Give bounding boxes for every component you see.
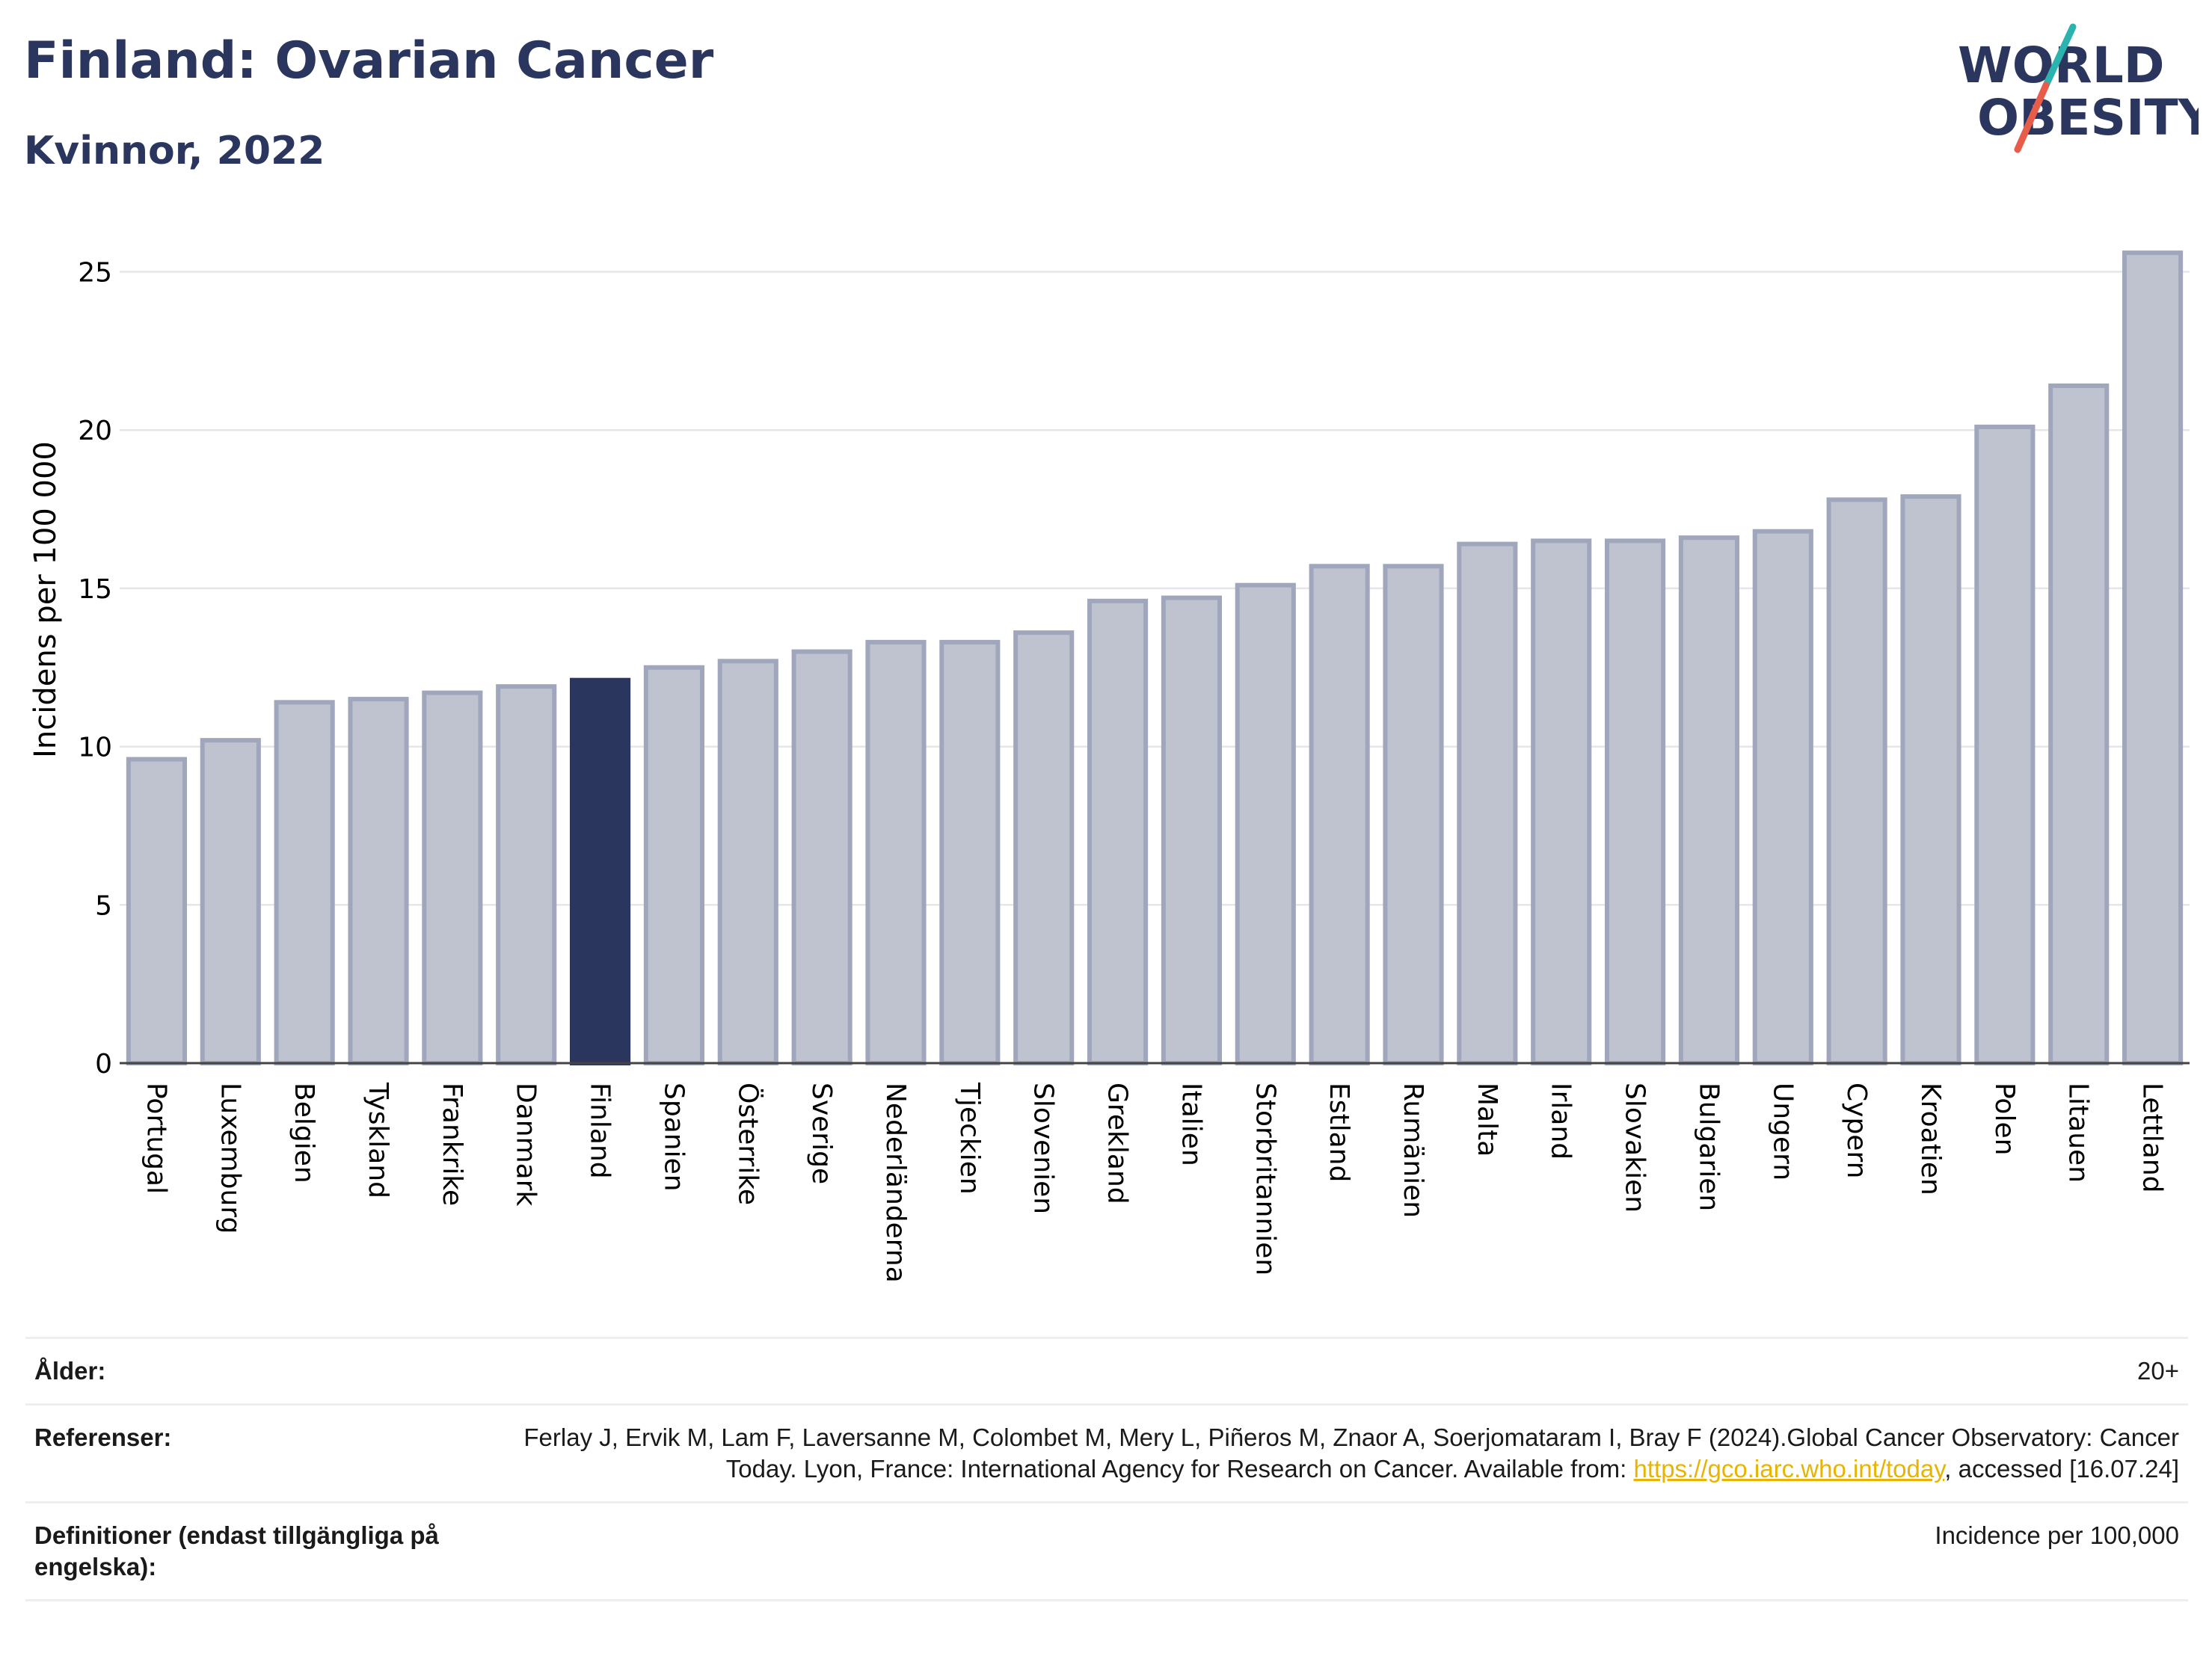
logo-slash-teal bbox=[2042, 23, 2077, 89]
x-tick-label: Österrike bbox=[732, 1083, 764, 1205]
x-tick-label: Kroatien bbox=[1915, 1083, 1946, 1195]
bar-litauen bbox=[2048, 383, 2110, 1065]
info-row-age: Ålder: 20+ bbox=[25, 1338, 2188, 1405]
x-tick-label: Belgien bbox=[289, 1083, 319, 1183]
x-tick-label: Luxemburg bbox=[215, 1083, 245, 1234]
y-tick-label: 15 bbox=[78, 574, 112, 605]
logo-text-obesity: OBESITY bbox=[1977, 89, 2199, 147]
y-tick-label: 0 bbox=[95, 1049, 112, 1080]
x-tick-label: Nederländerna bbox=[880, 1083, 911, 1283]
bar-belgien bbox=[274, 700, 335, 1065]
x-tick-label: Lettland bbox=[2137, 1083, 2168, 1193]
references-label: Referenser: bbox=[34, 1423, 172, 1451]
bar-estland bbox=[1309, 564, 1370, 1065]
chart-title: Finland: Ovarian Cancer bbox=[24, 31, 714, 90]
bar-grekland bbox=[1087, 598, 1149, 1065]
x-tick-label: Italien bbox=[1176, 1083, 1206, 1166]
x-tick-label: Litauen bbox=[2063, 1083, 2094, 1183]
x-tick-label: Storbritannien bbox=[1250, 1083, 1280, 1275]
x-tick-label: Tyskland bbox=[363, 1082, 393, 1198]
chart-subtitle: Kvinnor, 2022 bbox=[24, 129, 325, 173]
bar-irland bbox=[1531, 538, 1592, 1065]
bar-tjeckien bbox=[939, 639, 1001, 1065]
age-value: 20+ bbox=[2137, 1357, 2179, 1385]
references-text: Ferlay J, Ervik M, Lam F, Laversanne M, … bbox=[523, 1423, 2179, 1483]
x-tick-label: Estland bbox=[1324, 1083, 1354, 1182]
y-tick-label: 25 bbox=[78, 258, 112, 289]
bar-storbritannien bbox=[1235, 582, 1296, 1065]
y-tick-label: 10 bbox=[78, 733, 112, 763]
bar-finland bbox=[570, 677, 631, 1065]
bar-polen bbox=[1974, 424, 2036, 1065]
y-tick-label: 20 bbox=[78, 416, 112, 446]
x-tick-label: Slovenien bbox=[1028, 1083, 1059, 1214]
bar-sverige bbox=[791, 649, 852, 1065]
info-table: Ålder: 20+ Referenser: Ferlay J, Ervik M… bbox=[25, 1337, 2188, 1601]
bar-slovakien bbox=[1605, 538, 1666, 1065]
logo-slash-coral bbox=[2014, 81, 2050, 153]
x-tick-label: Bulgarien bbox=[1693, 1083, 1724, 1211]
age-label: Ålder: bbox=[34, 1357, 106, 1385]
x-tick-label: Ungern bbox=[1767, 1083, 1798, 1181]
bar-rumänien bbox=[1383, 564, 1444, 1065]
axes: 0 5 10 15 20 25 Portugal Luxemburg Belgien Tyskla… bbox=[78, 258, 2190, 1283]
world-obesity-logo: WORLD OBESITY bbox=[1958, 23, 2199, 153]
x-tick-label: Spanien bbox=[658, 1083, 689, 1192]
x-tick-label: Malta bbox=[1472, 1083, 1502, 1157]
x-tick-label: Cypern bbox=[1841, 1083, 1872, 1178]
bar-chart: 0 5 10 15 20 25 Portugal Luxemburg Belgien Tyskla… bbox=[28, 250, 2190, 1283]
references-value: Ferlay J, Ervik M, Lam F, Laversanne M, … bbox=[507, 1405, 2188, 1503]
bar-kroatien bbox=[1900, 494, 1961, 1065]
bar-slovenien bbox=[1013, 630, 1075, 1065]
y-tick-label: 5 bbox=[95, 890, 112, 921]
x-tick-label: Sverige bbox=[806, 1083, 837, 1184]
bar-portugal bbox=[126, 757, 187, 1065]
bar-nederländerna bbox=[865, 639, 927, 1065]
x-tick-label: Irland bbox=[1546, 1083, 1576, 1160]
bar-cypern bbox=[1826, 497, 1887, 1065]
x-tick-label: Finland bbox=[585, 1083, 615, 1179]
bar-italien bbox=[1161, 595, 1222, 1065]
bar-malta bbox=[1457, 541, 1518, 1065]
x-tick-label: Polen bbox=[1989, 1083, 2020, 1155]
x-tick-label: Frankrike bbox=[437, 1083, 467, 1206]
x-tick-label: Rumänien bbox=[1398, 1083, 1428, 1218]
x-tick-label: Tjeckien bbox=[954, 1082, 985, 1195]
x-tick-label: Slovakien bbox=[1620, 1083, 1650, 1213]
bars bbox=[126, 250, 2184, 1066]
bar-spanien bbox=[643, 665, 704, 1065]
bar-danmark bbox=[496, 684, 557, 1066]
bar-österrike bbox=[717, 659, 778, 1065]
bar-bulgarien bbox=[1678, 535, 1739, 1065]
y-axis-label: Incidens per 100 000 bbox=[28, 441, 63, 758]
bar-frankrike bbox=[422, 690, 483, 1065]
definitions-label: Definitioner (endast tillgängliga på eng… bbox=[34, 1521, 439, 1580]
x-tick-label: Grekland bbox=[1102, 1083, 1133, 1204]
references-accessed: , accessed [16.07.24] bbox=[1944, 1455, 2179, 1483]
bar-lettland bbox=[2122, 250, 2184, 1065]
definitions-value: Incidence per 100,000 bbox=[1935, 1521, 2179, 1549]
bar-tyskland bbox=[348, 697, 409, 1066]
bar-luxemburg bbox=[200, 738, 261, 1065]
references-link[interactable]: https://gco.iarc.who.int/today bbox=[1633, 1455, 1945, 1483]
x-tick-label: Danmark bbox=[511, 1083, 541, 1207]
bar-ungern bbox=[1752, 529, 1813, 1065]
x-tick-label: Portugal bbox=[141, 1083, 171, 1194]
info-row-definitions: Definitioner (endast tillgängliga på eng… bbox=[25, 1502, 2188, 1601]
info-row-references: Referenser: Ferlay J, Ervik M, Lam F, La… bbox=[25, 1404, 2188, 1503]
